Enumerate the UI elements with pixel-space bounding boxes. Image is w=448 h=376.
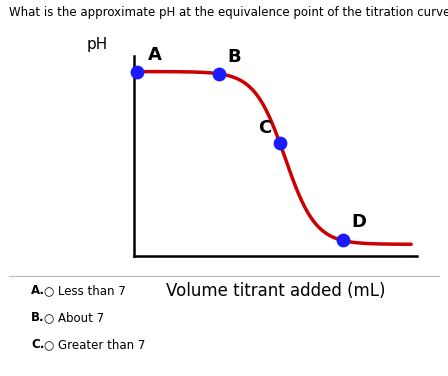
Text: B: B (228, 48, 241, 66)
Text: What is the approximate pH at the equivalence point of the titration curve shown: What is the approximate pH at the equiva… (9, 6, 448, 19)
Text: Volume titrant added (mL): Volume titrant added (mL) (166, 282, 385, 300)
Text: ○ About 7: ○ About 7 (44, 311, 104, 324)
Text: A: A (148, 46, 162, 64)
Point (276, 139, 283, 146)
Text: C.: C. (31, 338, 45, 351)
Text: pH: pH (87, 38, 108, 52)
Point (134, 68, 141, 74)
Text: A.: A. (31, 284, 45, 297)
Text: D: D (351, 213, 366, 231)
Text: C: C (258, 119, 271, 137)
Text: B.: B. (31, 311, 45, 324)
Point (216, 71, 223, 77)
Point (339, 237, 346, 243)
Text: ○ Greater than 7: ○ Greater than 7 (44, 338, 145, 351)
Text: ○ Less than 7: ○ Less than 7 (44, 284, 125, 297)
